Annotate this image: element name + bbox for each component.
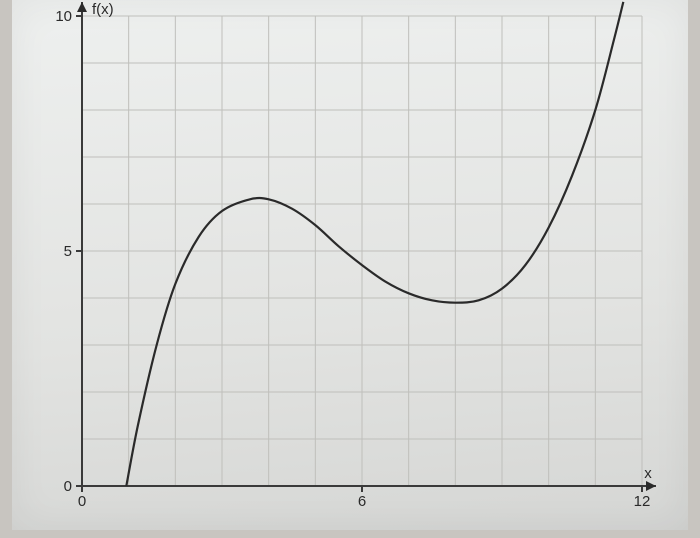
y-tick-label: 5 [64,243,72,260]
x-tick-label: 0 [78,493,86,510]
function-chart: 0 5 10 0 6 12 f(x) x [12,0,688,530]
y-tick-label: 10 [55,8,72,25]
x-tick-label: 12 [634,493,651,510]
x-tick-label: 6 [358,493,366,510]
x-axis-label: x [644,465,652,482]
x-axis-arrow [646,481,656,491]
chart-paper: 0 5 10 0 6 12 f(x) x [12,0,688,530]
y-tick-label: 0 [64,478,72,495]
y-axis-label: f(x) [92,1,114,18]
y-axis-arrow [77,2,87,12]
